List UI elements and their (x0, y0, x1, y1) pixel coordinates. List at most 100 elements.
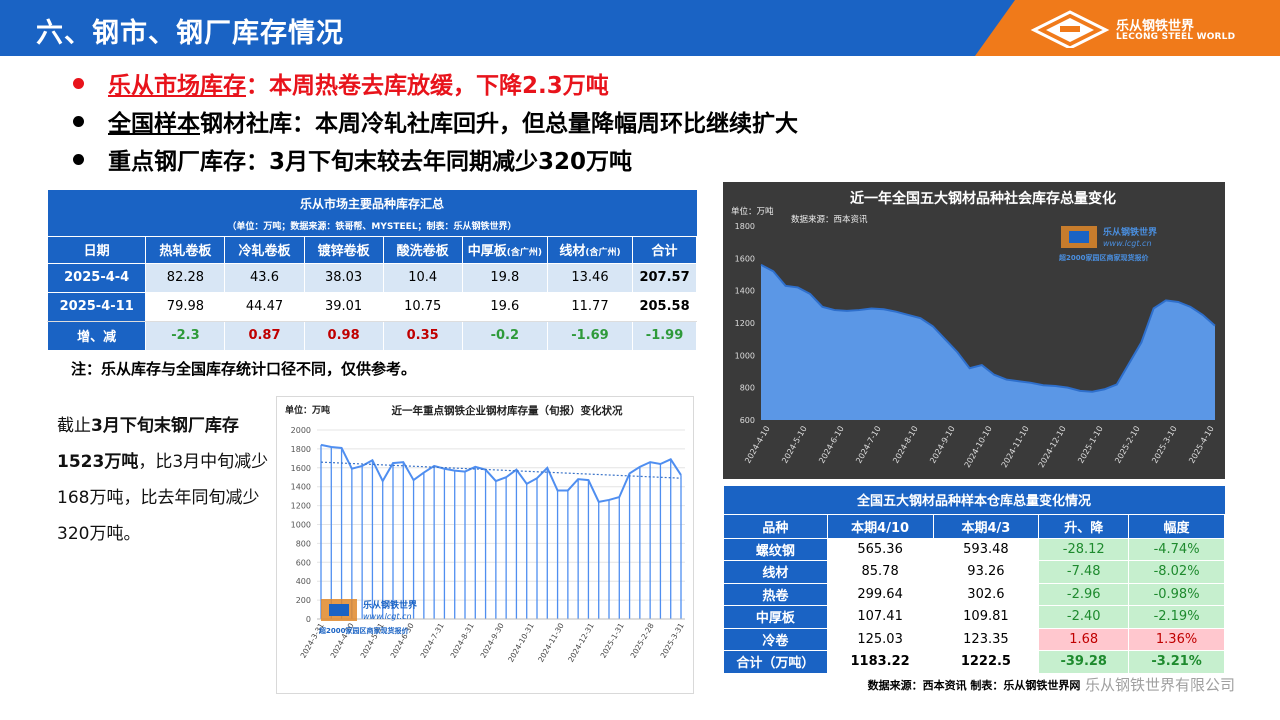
cell: 302.6 (932, 582, 1040, 606)
cell: 109.81 (932, 605, 1040, 629)
row-label: 中厚板 (723, 605, 828, 629)
cell: 565.36 (826, 537, 934, 561)
y-tick-label: 800 (740, 384, 755, 393)
row-date: 2025-4-11 (46, 291, 147, 322)
table-footer: 数据来源：西本资讯 制表：乐从钢铁世界网 (723, 672, 1225, 697)
y-tick-label: 600 (740, 416, 755, 425)
y-tick-label: 1800 (291, 445, 311, 454)
x-tick-label: 2024-6-10 (817, 425, 845, 465)
x-tick-label: 2024-10-31 (506, 621, 536, 663)
row-label: 线材 (723, 560, 828, 584)
y-tick-label: 200 (296, 596, 311, 605)
bullet-body: ：3月下旬末较去年同期减少320万吨 (246, 149, 633, 175)
cell: 125.03 (826, 627, 934, 651)
col-header: 冷轧卷板 (224, 235, 305, 264)
x-tick-label: 2024-11-30 (536, 621, 566, 663)
chart-title: 近一年全国五大钢材品种社会库存总量变化 (850, 190, 1116, 207)
col-header: 镀锌卷板 (303, 235, 384, 264)
national-inventory-table: 全国五大钢材品种样本仓库总量变化情况 品种 本期4/10 本期4/3 升、降 幅… (723, 486, 1225, 697)
cell: -39.28 (1038, 650, 1130, 674)
x-tick-label: 2024-12-31 (566, 621, 596, 663)
cell: -4.74% (1128, 537, 1225, 561)
cell: 43.6 (224, 262, 305, 293)
x-tick-label: 2024-8-31 (449, 621, 476, 659)
x-tick-label: 2025-3-31 (659, 621, 686, 659)
bullet-head: 重点钢厂库存 (108, 149, 246, 175)
cell: -0.2 (461, 320, 548, 351)
table-row-change: 增、减 -2.3 0.87 0.98 0.35 -0.2 -1.69 -1.99 (46, 320, 697, 351)
cell: -2.3 (145, 320, 226, 351)
series-area (761, 264, 1215, 420)
cell: 1222.5 (932, 650, 1040, 674)
cell: 593.48 (932, 537, 1040, 561)
col-header: 幅度 (1128, 513, 1225, 539)
watermark-tag: 超2000家园区商家现货报价 (1059, 253, 1149, 262)
y-tick-label: 1200 (291, 502, 311, 511)
cell-total: 205.58 (632, 291, 697, 322)
x-tick-label: 2025-1-31 (599, 621, 626, 659)
cell: -3.21% (1128, 650, 1225, 674)
cell: 10.4 (382, 262, 463, 293)
watermark-cn: 乐从钢铁世界 (363, 599, 417, 611)
watermark-cn: 乐从钢铁世界 (1103, 226, 1157, 238)
bullet-dot-icon (73, 153, 84, 165)
x-tick-label: 2024-10-10 (963, 425, 994, 470)
col-header: 本期4/10 (826, 513, 934, 539)
x-tick-label: 2024-7-10 (854, 425, 882, 465)
y-tick-label: 600 (296, 558, 311, 567)
lecong-inventory-table: 乐从市场主要品种库存汇总 （单位：万吨；数据来源：铁哥帮、MYSTEEL；制表：… (46, 190, 697, 351)
cell: 0.35 (382, 320, 463, 351)
trend-line (320, 461, 682, 479)
logo-text-en: LECONG STEEL WORLD (1116, 32, 1236, 42)
cell: 1.36% (1128, 627, 1225, 651)
y-tick-label: 400 (296, 577, 311, 586)
x-tick-label: 2025-3-10 (1150, 425, 1178, 465)
x-tick-label: 2024-9-10 (928, 425, 956, 465)
cell: 79.98 (145, 291, 226, 322)
mill-inventory-chart-svg: 单位：万吨 近一年重点钢铁企业钢材库存量（旬报）变化状况 0 200 400 600 800… (285, 404, 686, 664)
x-tick-label: 2025-2-28 (629, 621, 656, 659)
logo-text-cn: 乐从钢铁世界 (1116, 19, 1195, 34)
row-label: 冷卷 (723, 627, 828, 651)
table-title: 全国五大钢材品种样本仓库总量变化情况 (723, 486, 1225, 514)
x-tick-label: 2024-8-10 (891, 425, 919, 465)
y-tick-label: 1400 (735, 287, 755, 296)
table-note: 注：乐从库存与全国库存统计口径不同，仅供参考。 (71, 360, 417, 378)
key-points: 乐从市场库存 ：本周热卷去库放缓，下降2.3万吨 全国样本 钢材社库：本周冷轧社库回… (70, 64, 798, 178)
table-row: 螺纹钢 565.36 593.48 -28.12 -4.74% (723, 537, 1225, 561)
y-tick-label: 1000 (735, 351, 755, 360)
col-header: 中厚板(含广州) (461, 235, 548, 264)
social-inventory-chart: 近一年全国五大钢材品种社会库存总量变化 单位：万吨 数据来源：西本资讯 600 800 1… (723, 182, 1225, 479)
mill-inventory-summary: 截止3月下旬末钢厂库存1523万吨，比3月中旬减少168万吨，比去年同旬减少32… (57, 416, 269, 544)
cell: 39.01 (303, 291, 384, 322)
y-tick-label: 1800 (735, 222, 755, 231)
y-tick-label: 1200 (735, 319, 755, 328)
row-date: 2025-4-4 (46, 262, 147, 293)
bullet-mill-inventory: 重点钢厂库存 ：3月下旬末较去年同期减少320万吨 (70, 140, 798, 178)
cell: 123.35 (932, 627, 1040, 651)
row-label: 热卷 (723, 582, 828, 606)
bullet-head: 全国样本 (108, 111, 200, 137)
cell: -2.96 (1038, 582, 1130, 606)
chart-title: 近一年重点钢铁企业钢材库存量（旬报）变化状况 (392, 404, 623, 417)
table-row: 2025-4-4 82.28 43.6 38.03 10.4 19.8 13.4… (46, 262, 697, 293)
row-label: 增、减 (46, 320, 147, 351)
series-line (320, 443, 682, 503)
cell: -28.12 (1038, 537, 1130, 561)
cell: 107.41 (826, 605, 934, 629)
watermark-mark-inner (1069, 231, 1089, 243)
cell: -0.98% (1128, 582, 1225, 606)
cell: 85.78 (826, 560, 934, 584)
cell: 11.77 (546, 291, 634, 322)
cell: 1183.22 (826, 650, 934, 674)
cell-total: 207.57 (632, 262, 697, 293)
table-row: 中厚板 107.41 109.81 -2.40 -2.19% (723, 605, 1225, 629)
col-header: 品种 (723, 513, 828, 539)
y-tick-label: 1400 (291, 483, 311, 492)
cell: 38.03 (303, 262, 384, 293)
table-header-row: 日期 热轧卷板 冷轧卷板 镀锌卷板 酸洗卷板 中厚板(含广州) 线材(含广州) … (46, 235, 697, 264)
cell: -2.40 (1038, 605, 1130, 629)
col-header: 本期4/3 (932, 513, 1040, 539)
bullet-national-inventory: 全国样本 钢材社库：本周冷轧社库回升，但总量降幅周环比继续扩大 (70, 102, 798, 140)
